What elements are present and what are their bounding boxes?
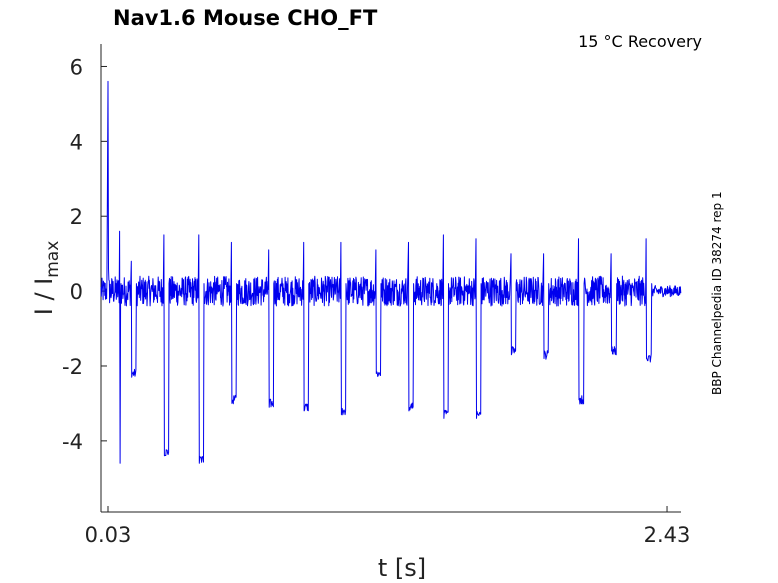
x-axis-label: t [s]: [378, 554, 426, 582]
x-tick-label: 0.03: [85, 523, 132, 547]
x-axis-ticks: 0.03 2.43: [85, 506, 691, 547]
y-tick-label: 4: [70, 130, 83, 154]
y-axis-label-subscript: max: [43, 241, 63, 278]
y-tick-label: 6: [70, 55, 83, 79]
y-tick-label: -2: [62, 355, 83, 379]
y-tick-label: 0: [70, 280, 83, 304]
channelpedia-id-note: BBP Channelpedia ID 38274 rep 1: [710, 191, 724, 395]
y-tick-label: -4: [62, 430, 83, 454]
y-axis-label-main: I / I: [30, 278, 58, 316]
y-tick-label: 2: [70, 205, 83, 229]
y-axis-ticks: -4 -2 0 2 4 6: [62, 55, 107, 454]
y-axis-label: I / Imax: [30, 241, 63, 316]
current-trace: [100, 80, 682, 464]
x-tick-label: 2.43: [644, 523, 691, 547]
chart-subtitle: 15 °C Recovery: [578, 32, 702, 51]
chart-title: Nav1.6 Mouse CHO_FT: [113, 6, 378, 30]
